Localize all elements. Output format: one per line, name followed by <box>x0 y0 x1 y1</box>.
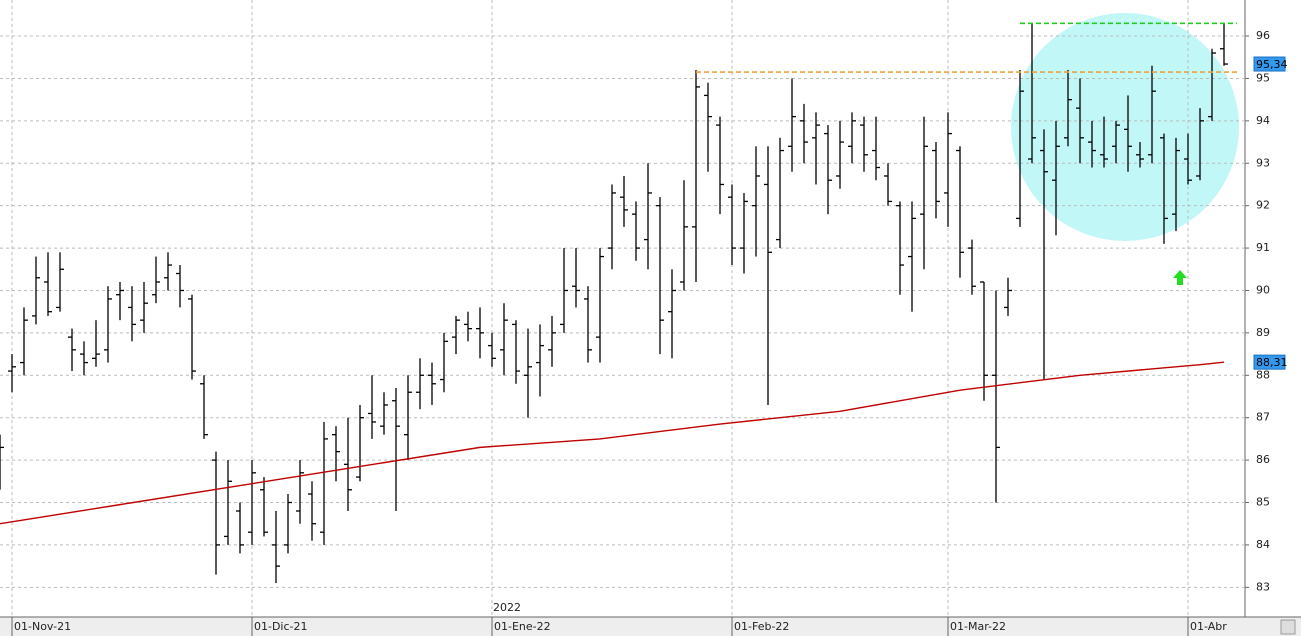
y-tick-label: 84 <box>1256 538 1270 551</box>
time-axis-strip <box>0 617 1301 636</box>
y-tick-label: 91 <box>1256 241 1270 254</box>
price-label-box <box>1253 354 1286 370</box>
corner-icon <box>1280 619 1296 635</box>
y-tick-label: 83 <box>1256 580 1270 593</box>
x-tick-label: 01-Nov-21 <box>14 620 71 633</box>
x-tick-label: 01-Dic-21 <box>254 620 308 633</box>
x-tick-label: 01-Mar-22 <box>950 620 1006 633</box>
y-tick-label: 96 <box>1256 29 1270 42</box>
y-tick-label: 93 <box>1256 156 1270 169</box>
price-label: 88,31 <box>1256 356 1288 369</box>
x-tick-label: 01-Feb-22 <box>734 620 789 633</box>
y-tick-label: 94 <box>1256 114 1270 127</box>
year-label: 2022 <box>493 601 521 614</box>
price-label: 95,34 <box>1256 58 1288 71</box>
y-tick-label: 90 <box>1256 283 1270 296</box>
x-tick-label: 01-Ene-22 <box>494 620 551 633</box>
highlight-circle <box>1011 13 1239 241</box>
y-tick-label: 92 <box>1256 199 1270 212</box>
y-tick-label: 95 <box>1256 71 1270 84</box>
y-tick-label: 87 <box>1256 411 1270 424</box>
y-tick-label: 88 <box>1256 368 1270 381</box>
y-tick-label: 86 <box>1256 453 1270 466</box>
up-arrow <box>1173 270 1187 285</box>
y-tick-label: 85 <box>1256 496 1270 509</box>
moving-average-line <box>0 361 1225 525</box>
x-tick-label: 01-Abr <box>1190 620 1227 633</box>
price-label-box <box>1253 56 1286 72</box>
y-tick-label: 89 <box>1256 326 1270 339</box>
